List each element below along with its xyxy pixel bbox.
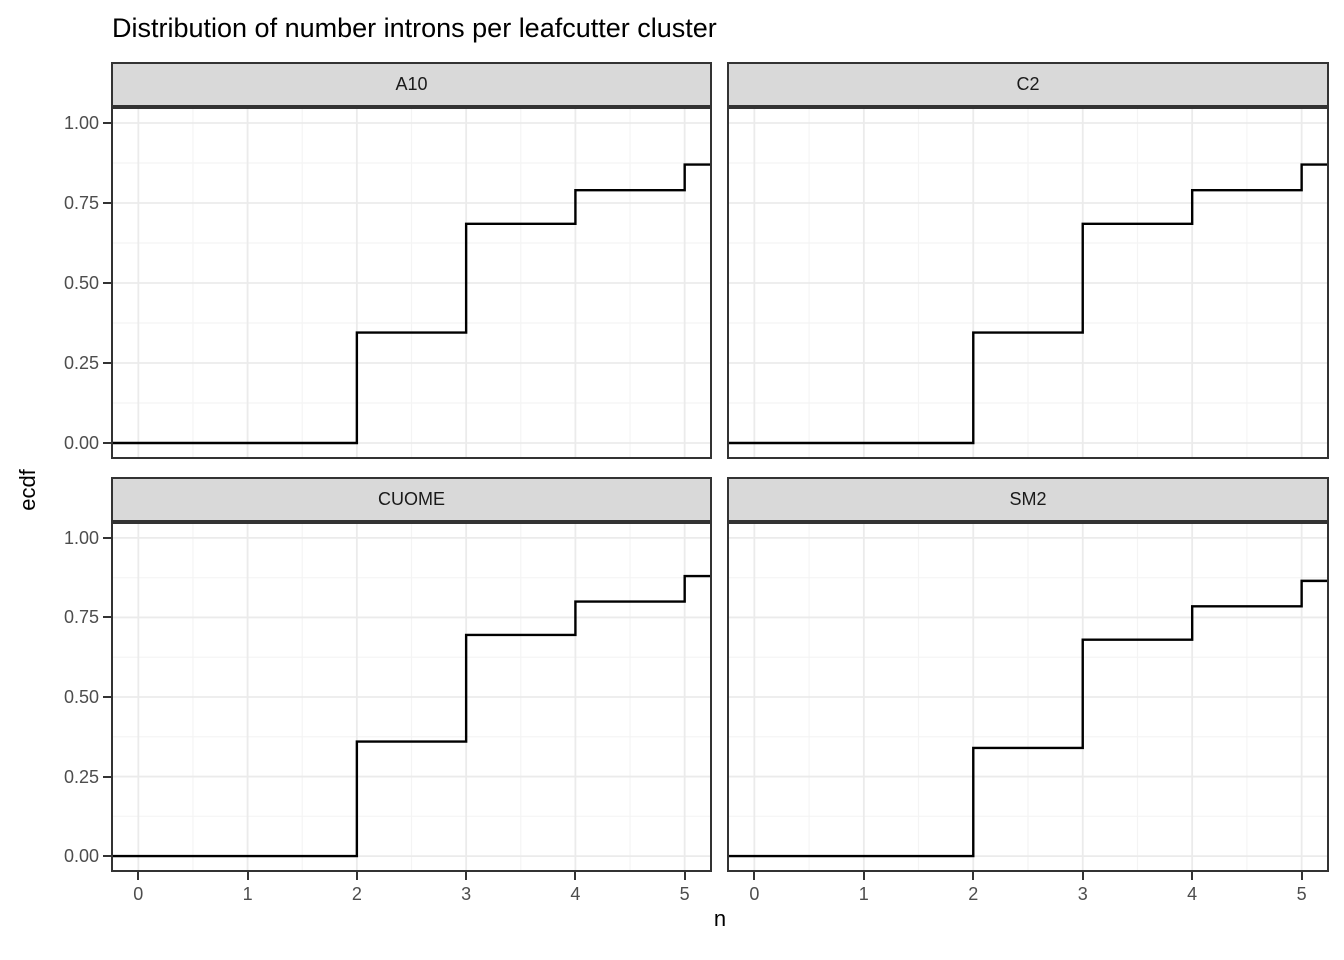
ecdf-step-line: [111, 574, 712, 858]
y-tick-label: 0.50: [63, 687, 99, 707]
facet-strip: C2: [727, 62, 1329, 107]
y-tick-label: 0.00: [63, 433, 99, 453]
x-tick-mark: [972, 872, 975, 880]
facet-sm2: SM2: [727, 477, 1329, 872]
y-tick-label: 0.75: [63, 193, 99, 213]
x-tick-label: 3: [461, 884, 472, 904]
y-tick-mark: [103, 122, 111, 124]
y-tick-mark: [103, 696, 111, 698]
y-tick-label: 0.50: [63, 273, 99, 293]
x-tick-label: 2: [351, 884, 362, 904]
y-tick-mark: [103, 855, 111, 858]
facet-c2: C2: [727, 62, 1329, 459]
x-tick-label: 5: [679, 884, 690, 904]
ecdf-panel: [727, 107, 1329, 459]
x-tick-mark: [574, 872, 577, 880]
facet-strip-label: SM2: [1009, 489, 1047, 509]
x-tick-label: 3: [1077, 884, 1088, 904]
x-tick-mark: [355, 872, 358, 880]
y-tick-mark: [103, 202, 111, 204]
y-tick-label: 0.75: [63, 607, 99, 628]
y-tick-label: 1.00: [63, 527, 99, 548]
x-tick-label: 0: [133, 884, 144, 904]
y-tick-mark: [103, 775, 111, 778]
facet-strip-label: A10: [395, 74, 428, 94]
ecdf-step-line: [727, 579, 1329, 858]
x-tick-mark: [465, 872, 468, 880]
x-tick-mark: [137, 872, 140, 880]
ecdf-panel: [111, 107, 712, 459]
facet-a10: A10: [111, 62, 712, 459]
y-tick-mark: [103, 536, 111, 539]
y-axis-title: ecdf: [15, 469, 40, 511]
x-tick-label: 5: [1296, 884, 1307, 904]
ecdf-step-line: [727, 163, 1329, 445]
facet-strip-label: C2: [1016, 74, 1040, 94]
y-tick-mark: [103, 282, 111, 284]
x-tick-label: 2: [968, 884, 979, 904]
y-tick-label: 0.25: [63, 766, 99, 787]
x-axis-title: n: [713, 906, 727, 931]
y-tick-mark: [103, 616, 111, 619]
ecdf-panel: [111, 522, 712, 872]
x-tick-label: 0: [749, 884, 760, 904]
y-tick-label: 0.25: [63, 353, 99, 373]
facet-cuome: CUOME: [111, 477, 712, 872]
y-tick-mark: [103, 362, 111, 364]
x-tick-label: 1: [242, 884, 253, 904]
x-tick-mark: [1300, 872, 1303, 880]
y-tick-label: 0.00: [63, 846, 99, 867]
facet-strip: SM2: [727, 477, 1329, 522]
ecdf-step-line: [111, 163, 712, 445]
chart-title: Distribution of number introns per leafc…: [112, 13, 717, 43]
facet-strip-label: CUOME: [378, 489, 445, 509]
ecdf-panel: [727, 522, 1329, 872]
y-tick-label: 1.00: [63, 113, 99, 133]
facet-strip: A10: [111, 62, 712, 107]
x-tick-mark: [862, 872, 865, 880]
x-tick-mark: [1191, 872, 1194, 880]
x-tick-mark: [683, 872, 686, 880]
x-tick-label: 1: [858, 884, 869, 904]
x-tick-label: 4: [1187, 884, 1198, 904]
x-tick-mark: [246, 872, 249, 880]
x-tick-mark: [753, 872, 756, 880]
x-tick-mark: [1081, 872, 1084, 880]
x-tick-label: 4: [570, 884, 581, 904]
facet-strip: CUOME: [111, 477, 712, 522]
y-tick-mark: [103, 442, 111, 444]
